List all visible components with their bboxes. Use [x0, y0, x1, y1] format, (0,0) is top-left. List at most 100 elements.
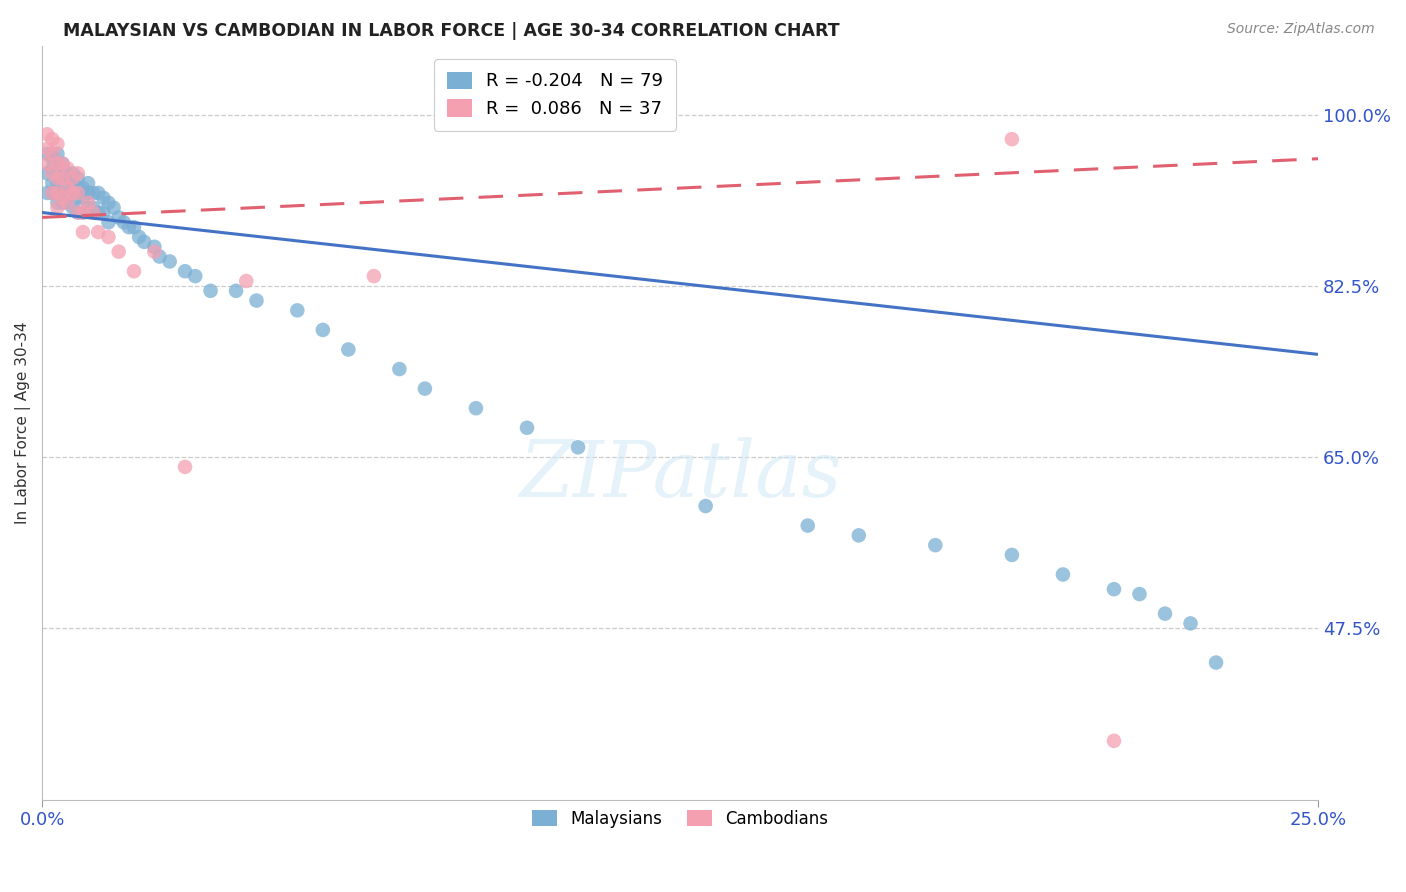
Point	[41, 176, 63, 190]
Point	[41, 186, 63, 200]
Point	[72, 205, 94, 219]
Point	[46, 136, 69, 151]
Point	[118, 220, 141, 235]
Point	[1102, 734, 1125, 748]
Point	[143, 240, 166, 254]
Point	[37, 128, 59, 142]
Point	[41, 132, 63, 146]
Point	[37, 186, 59, 200]
Point	[62, 176, 84, 190]
Point	[66, 181, 89, 195]
Point	[37, 166, 59, 180]
Point	[87, 186, 110, 200]
Point	[174, 459, 197, 474]
Point	[46, 146, 69, 161]
Point	[66, 166, 89, 180]
Point	[41, 146, 63, 161]
Point	[77, 201, 100, 215]
Point	[1001, 132, 1024, 146]
Point	[56, 176, 79, 190]
Legend: Malaysians, Cambodians: Malaysians, Cambodians	[523, 802, 837, 837]
Point	[1154, 607, 1177, 621]
Point	[56, 181, 79, 195]
Point	[37, 156, 59, 170]
Point	[66, 205, 89, 219]
Point	[159, 254, 181, 268]
Point	[97, 195, 120, 210]
Point	[107, 211, 129, 225]
Point	[46, 186, 69, 200]
Point	[66, 205, 89, 219]
Point	[46, 195, 69, 210]
Point	[41, 186, 63, 200]
Point	[46, 156, 69, 170]
Point	[77, 176, 100, 190]
Point	[1052, 567, 1074, 582]
Point	[56, 186, 79, 200]
Text: Source: ZipAtlas.com: Source: ZipAtlas.com	[1227, 22, 1375, 37]
Point	[72, 205, 94, 219]
Point	[134, 235, 156, 249]
Point	[97, 230, 120, 244]
Point	[465, 401, 488, 416]
Point	[225, 284, 247, 298]
Point	[337, 343, 360, 357]
Point	[695, 499, 717, 513]
Point	[93, 205, 115, 219]
Point	[51, 156, 73, 170]
Point	[46, 176, 69, 190]
Point	[128, 230, 150, 244]
Point	[72, 191, 94, 205]
Point	[143, 244, 166, 259]
Point	[66, 191, 89, 205]
Point	[51, 186, 73, 200]
Point	[413, 382, 436, 396]
Point	[51, 161, 73, 176]
Point	[107, 244, 129, 259]
Point	[388, 362, 411, 376]
Point	[363, 269, 385, 284]
Point	[46, 186, 69, 200]
Point	[122, 220, 145, 235]
Point	[1102, 582, 1125, 597]
Point	[41, 161, 63, 176]
Point	[56, 195, 79, 210]
Point	[148, 250, 170, 264]
Point	[46, 166, 69, 180]
Y-axis label: In Labor Force | Age 30-34: In Labor Force | Age 30-34	[15, 322, 31, 524]
Point	[112, 215, 135, 229]
Point	[62, 171, 84, 186]
Point	[1128, 587, 1150, 601]
Point	[46, 156, 69, 170]
Point	[924, 538, 946, 552]
Point	[200, 284, 222, 298]
Point	[567, 440, 589, 454]
Point	[235, 274, 257, 288]
Point	[245, 293, 267, 308]
Point	[93, 191, 115, 205]
Point	[77, 195, 100, 210]
Point	[1001, 548, 1024, 562]
Point	[848, 528, 870, 542]
Point	[312, 323, 335, 337]
Point	[51, 171, 73, 186]
Point	[41, 146, 63, 161]
Point	[1205, 656, 1227, 670]
Point	[516, 421, 538, 435]
Text: MALAYSIAN VS CAMBODIAN IN LABOR FORCE | AGE 30-34 CORRELATION CHART: MALAYSIAN VS CAMBODIAN IN LABOR FORCE | …	[63, 22, 839, 40]
Point	[103, 201, 125, 215]
Point	[174, 264, 197, 278]
Point	[184, 269, 207, 284]
Point	[97, 215, 120, 229]
Point	[77, 186, 100, 200]
Point	[51, 191, 73, 205]
Point	[87, 225, 110, 239]
Point	[51, 171, 73, 186]
Point	[37, 142, 59, 156]
Point	[46, 201, 69, 215]
Point	[72, 225, 94, 239]
Point	[62, 166, 84, 180]
Point	[87, 205, 110, 219]
Point	[82, 201, 104, 215]
Point	[796, 518, 818, 533]
